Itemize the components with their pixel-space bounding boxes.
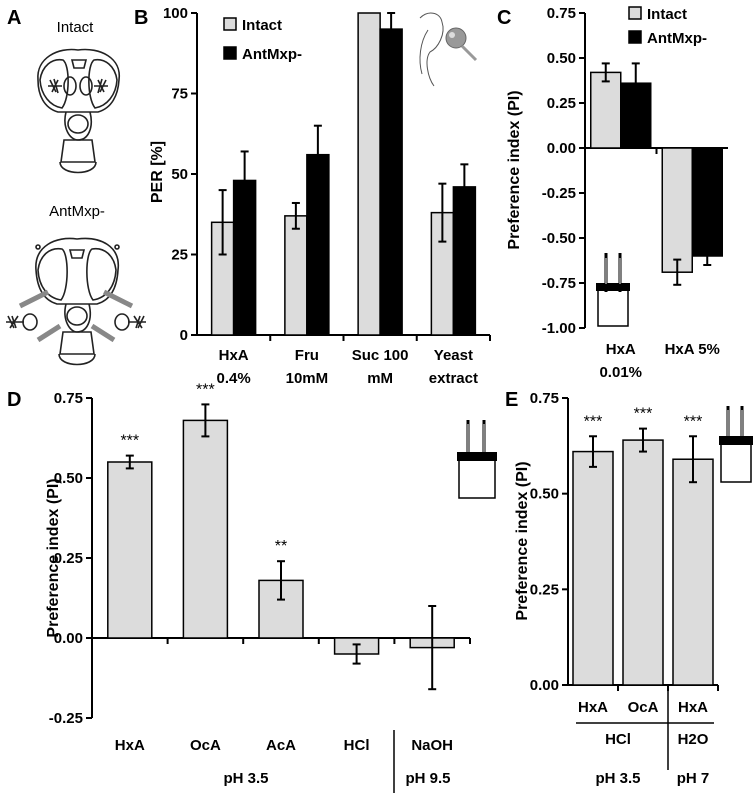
y-tick-label: 0.00: [547, 140, 576, 157]
y-tick-label: 0.50: [547, 50, 576, 67]
y-tick-label: 50: [171, 166, 188, 183]
legend-swatch: [223, 46, 237, 60]
panel-c: C 0.75 0.50 0.25 0.00 -0.25 -0.50 -0.75 -1.00 Pr…: [497, 5, 728, 381]
significance-marker: ***: [196, 381, 215, 398]
y-tick-label: 75: [171, 86, 188, 103]
x-tick-label: 10mM: [286, 370, 329, 387]
significance-marker: ***: [684, 413, 703, 430]
x-tick-label: HCl: [344, 737, 370, 754]
x-tick-label: Suc 100: [352, 347, 409, 364]
panel-b: B 0 25 50 75 100 PER [%] HxA 0.4% Fru 10mM Suc 100…: [134, 5, 491, 387]
panel-d-letter: D: [7, 389, 21, 411]
y-tick-label: -0.75: [542, 275, 576, 292]
panel-d: D 0.75 0.50 0.25 0.00 -0.25 Preference index …: [7, 381, 497, 793]
two-choice-vial-icon: [596, 253, 630, 327]
panel-b-letter: B: [134, 7, 148, 29]
panel-e: E 0.75 0.50 0.25 0.00 Preference index (PI) *…: [505, 389, 753, 787]
x-tick-label: HxA 5%: [665, 341, 720, 358]
y-tick-label: 0.25: [54, 550, 83, 567]
two-choice-vial-icon: [457, 420, 497, 499]
y-tick-label: 100: [163, 5, 188, 22]
x-tick-label: OcA: [190, 737, 221, 754]
y-tick-label: 0.25: [547, 95, 576, 112]
legend-swatch: [223, 17, 237, 31]
significance-marker: ***: [634, 406, 653, 423]
legend-label: AntMxp-: [242, 46, 302, 63]
y-tick-label: -0.25: [542, 185, 576, 202]
y-axis-label: Preference index (PI): [514, 461, 531, 620]
bar: [672, 458, 714, 686]
bar-intact: [357, 12, 381, 336]
fly-proboscis-icon: [419, 12, 478, 87]
bar: [572, 450, 614, 686]
group-label: pH 3.5: [595, 770, 640, 787]
y-tick-label: 0.75: [547, 5, 576, 22]
x-tick-label: extract: [429, 370, 478, 387]
legend-label: AntMxp-: [647, 30, 707, 47]
drosophila-head-intact-icon: [37, 48, 120, 174]
y-tick-label: -1.00: [542, 320, 576, 337]
bar-intact: [590, 71, 622, 149]
bar-intact: [284, 215, 308, 336]
x-tick-label: HxA: [219, 347, 249, 364]
bar-intact: [661, 147, 693, 273]
y-tick-label: 0.00: [530, 677, 559, 694]
panel-a: A Intact AntMxp-: [6, 7, 146, 366]
y-tick-label: 0.50: [54, 470, 83, 487]
x-tick-label: 0.4%: [217, 370, 251, 387]
x-tick-label: HxA: [606, 341, 636, 358]
x-tick-label: 0.01%: [599, 364, 642, 381]
legend-swatch: [628, 30, 642, 44]
y-tick-label: 0: [180, 327, 188, 344]
y-tick-label: 0.75: [530, 390, 559, 407]
significance-marker: ***: [120, 433, 139, 450]
bar: [182, 419, 229, 639]
sub-group-label: H2O: [678, 731, 709, 748]
panel-a-letter: A: [7, 7, 21, 29]
bar-antmxp: [691, 147, 723, 257]
bar: [622, 439, 664, 686]
legend-label: Intact: [242, 17, 282, 34]
legend-label: Intact: [647, 6, 687, 23]
intact-label: Intact: [57, 19, 95, 36]
bar-antmxp: [379, 28, 403, 336]
panel-c-letter: C: [497, 7, 511, 29]
significance-marker: ***: [584, 413, 603, 430]
bar: [107, 461, 153, 639]
x-tick-label: Yeast: [434, 347, 473, 364]
sub-group-label: HCl: [605, 731, 631, 748]
x-tick-label: NaOH: [411, 737, 453, 754]
y-axis-label: PER [%]: [149, 141, 166, 203]
y-tick-label: 0.50: [530, 486, 559, 503]
antmxp-label: AntMxp-: [49, 203, 105, 220]
y-axis-label: Preference index (PI): [506, 90, 523, 249]
group-label: pH 9.5: [405, 770, 450, 787]
drosophila-head-antmxp-icon: [6, 237, 146, 366]
x-tick-label: Fru: [295, 347, 319, 364]
x-tick-label: AcA: [266, 737, 296, 754]
y-tick-label: 0.25: [530, 581, 559, 598]
y-tick-label: 0.75: [54, 390, 83, 407]
y-axis-label: Preference index (PI): [45, 478, 62, 637]
x-tick-label: HxA: [678, 699, 708, 716]
y-tick-label: 25: [171, 247, 188, 264]
x-tick-label: HxA: [115, 737, 145, 754]
legend-swatch: [628, 6, 642, 20]
y-tick-label: 0.00: [54, 630, 83, 647]
x-tick-label: HxA: [578, 699, 608, 716]
x-tick-label: mM: [367, 370, 393, 387]
panel-e-letter: E: [505, 389, 518, 411]
x-tick-label: OcA: [628, 699, 659, 716]
group-label: pH 7: [677, 770, 710, 787]
significance-marker: **: [275, 538, 287, 555]
group-label: pH 3.5: [223, 770, 268, 787]
two-choice-vial-icon: [719, 406, 753, 483]
y-tick-label: -0.50: [542, 230, 576, 247]
y-tick-label: -0.25: [49, 710, 83, 727]
